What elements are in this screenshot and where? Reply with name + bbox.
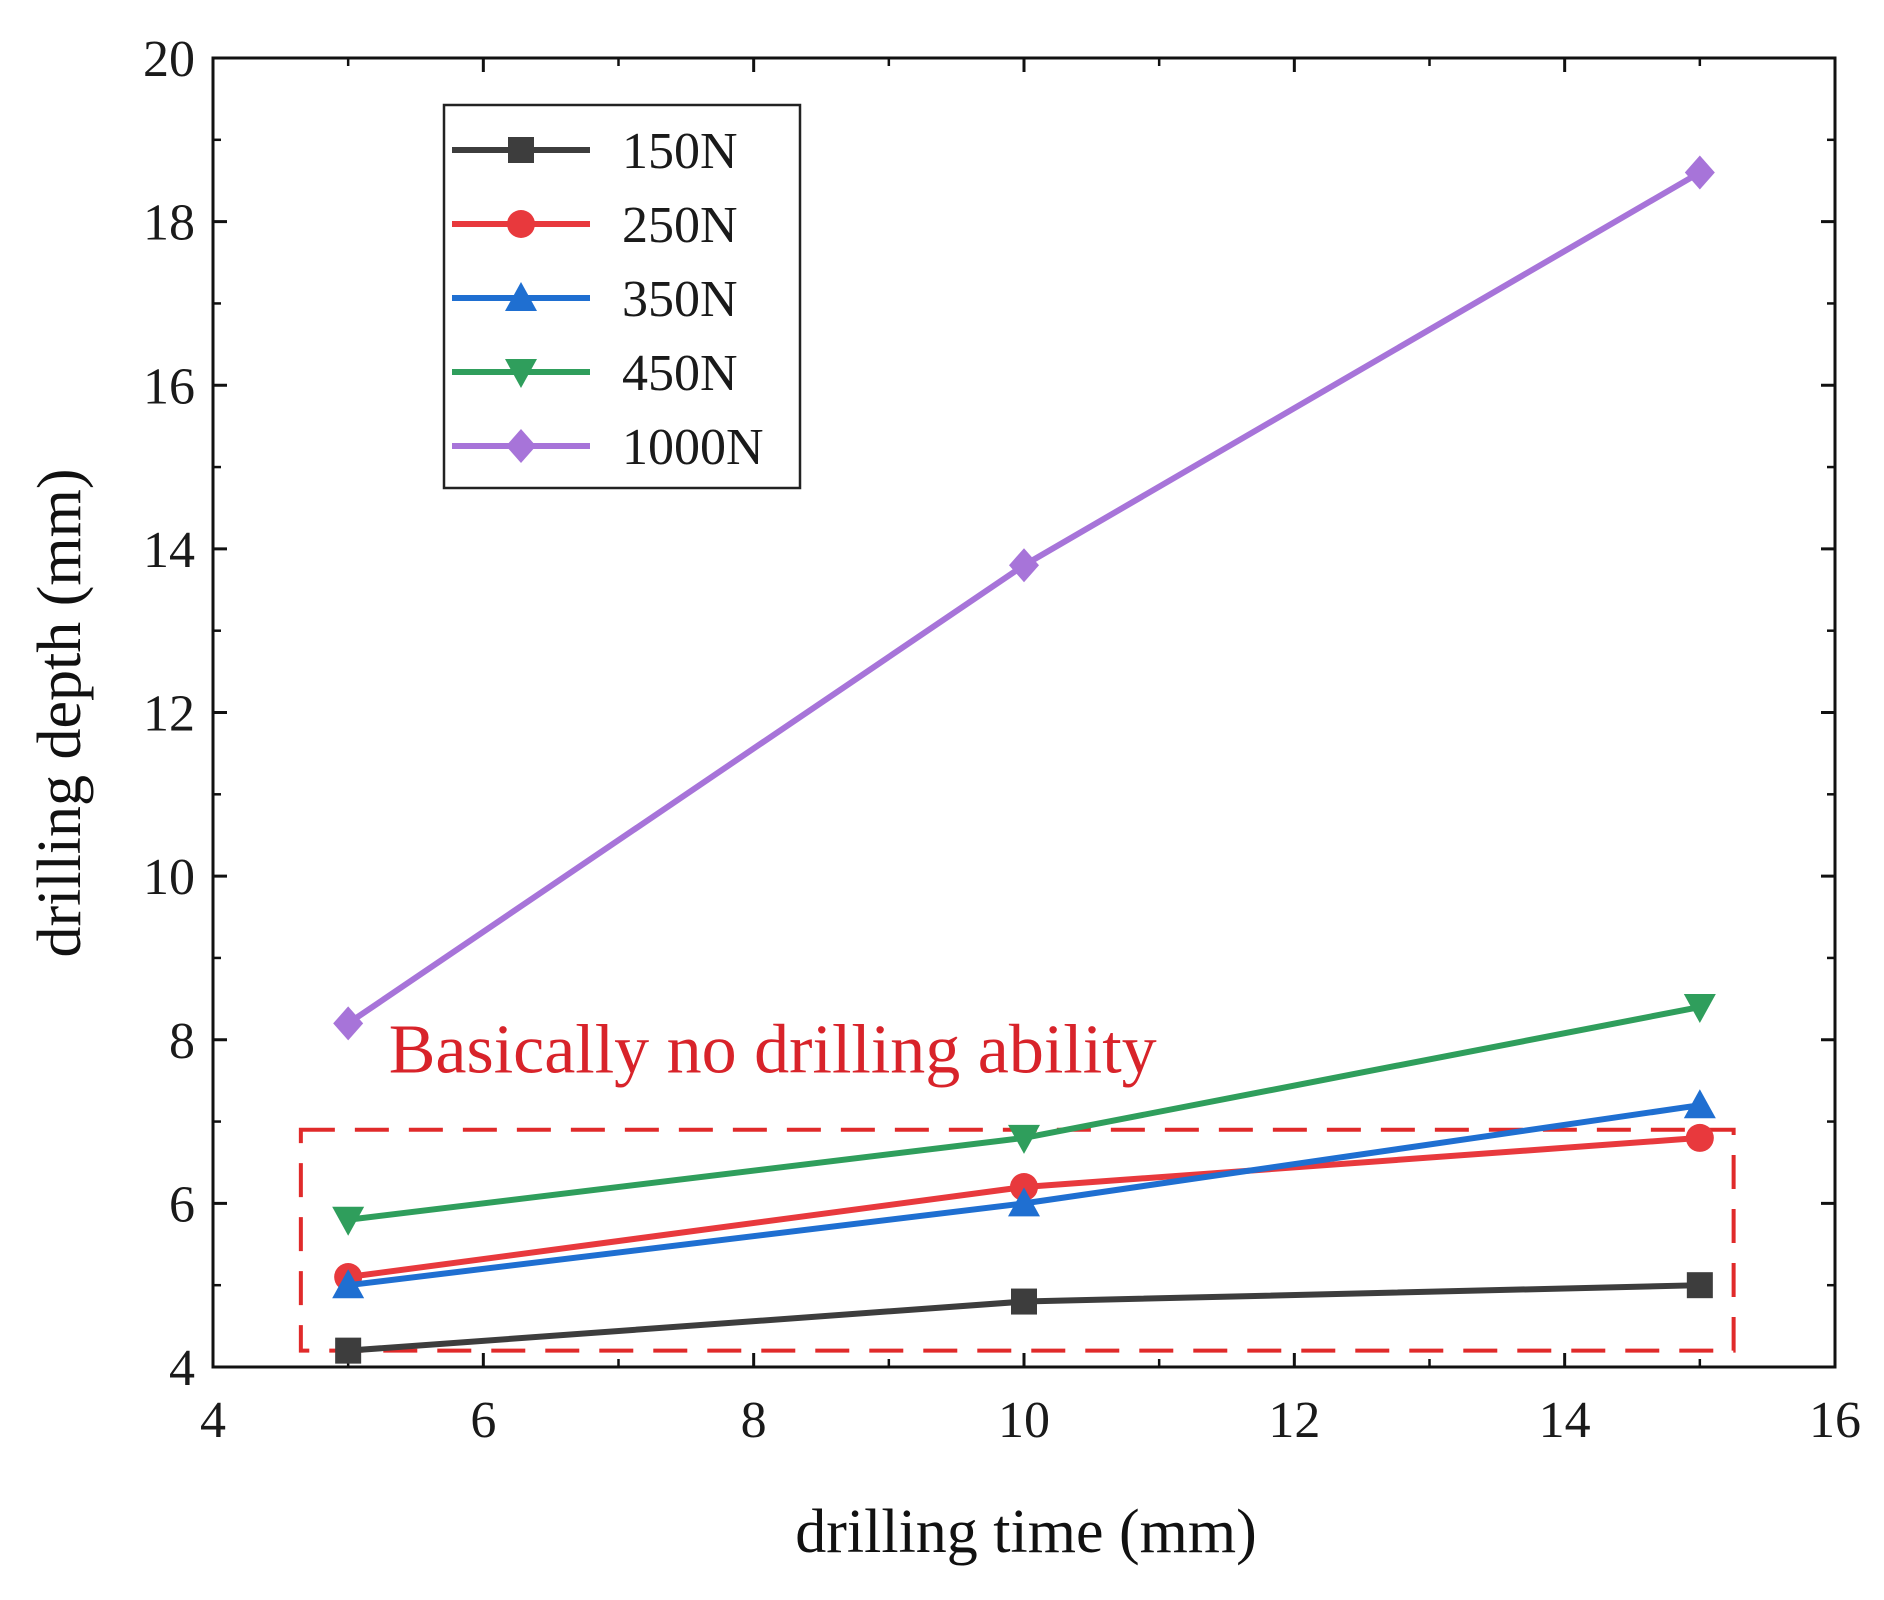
legend-items: 150N 250N 350N 450N 1000N: [452, 123, 764, 476]
tick-labels: 4 6 8 10 12 14 16 4 6 8 10 12 14 16 18 20: [143, 31, 1861, 1449]
x-tick-label: 8: [741, 1392, 767, 1449]
data-point-450n: [332, 1206, 365, 1236]
series-350n: [332, 1089, 1716, 1299]
legend-label-350n: 350N: [622, 271, 738, 328]
legend-item-450n: 450N: [452, 345, 738, 402]
data-point-1000n: [1009, 548, 1039, 583]
y-tick-label: 14: [143, 522, 195, 579]
y-tick-label: 4: [169, 1340, 195, 1397]
x-tick-label: 6: [470, 1392, 496, 1449]
y-tick-label: 12: [143, 686, 195, 743]
data-point-450n: [1683, 994, 1716, 1024]
legend-label-450n: 450N: [622, 345, 738, 402]
x-axis-title: drilling time (mm): [795, 1498, 1257, 1566]
legend-label-1000n: 1000N: [622, 419, 764, 476]
y-tick-label: 6: [169, 1176, 195, 1233]
legend: 150N 250N 350N 450N 1000N: [442, 103, 802, 490]
series-1000n: [333, 155, 1715, 1041]
y-axis-title: drilling depth (mm): [26, 468, 94, 957]
data-point-150n: [335, 1337, 362, 1364]
legend-item-150n: 150N: [452, 123, 738, 180]
legend-item-350n: 350N: [452, 271, 738, 328]
y-tick-label: 18: [143, 195, 195, 252]
legend-marker-450n: [505, 359, 537, 388]
data-point-450n: [1008, 1124, 1040, 1154]
axis-ticks: [211, 56, 1837, 1369]
series-150n: [335, 1272, 1713, 1364]
data-point-150n: [1011, 1288, 1037, 1315]
data-point-1000n: [1684, 155, 1715, 190]
y-tick-label: 16: [143, 358, 195, 415]
series-lines: [332, 155, 1716, 1364]
annotation-text: Basically no drilling ability: [389, 1011, 1157, 1088]
x-tick-label: 16: [1809, 1392, 1861, 1449]
x-tick-label: 4: [200, 1392, 226, 1449]
legend-marker-1000n: [506, 429, 536, 463]
data-point-250n: [1685, 1123, 1714, 1152]
legend-marker-350n: [505, 282, 537, 311]
y-tick-label: 8: [169, 1013, 195, 1070]
data-point-150n: [1686, 1272, 1713, 1299]
x-tick-label: 14: [1539, 1392, 1591, 1449]
legend-item-250n: 250N: [452, 197, 738, 254]
x-tick-label: 12: [1268, 1392, 1320, 1449]
legend-marker-250n: [507, 210, 535, 238]
legend-item-1000n: 1000N: [452, 419, 764, 476]
data-point-1000n: [333, 1006, 364, 1041]
legend-label-250n: 250N: [622, 197, 738, 254]
data-point-350n: [332, 1269, 365, 1299]
y-tick-label: 10: [143, 849, 195, 906]
data-point-250n: [1010, 1173, 1038, 1202]
series-450n: [332, 994, 1716, 1236]
data-point-350n: [1683, 1089, 1716, 1119]
y-tick-label: 20: [143, 31, 195, 88]
x-tick-label: 10: [998, 1392, 1050, 1449]
data-point-350n: [1008, 1187, 1040, 1217]
legend-marker-150n: [508, 137, 534, 163]
legend-label-150n: 150N: [622, 123, 738, 180]
